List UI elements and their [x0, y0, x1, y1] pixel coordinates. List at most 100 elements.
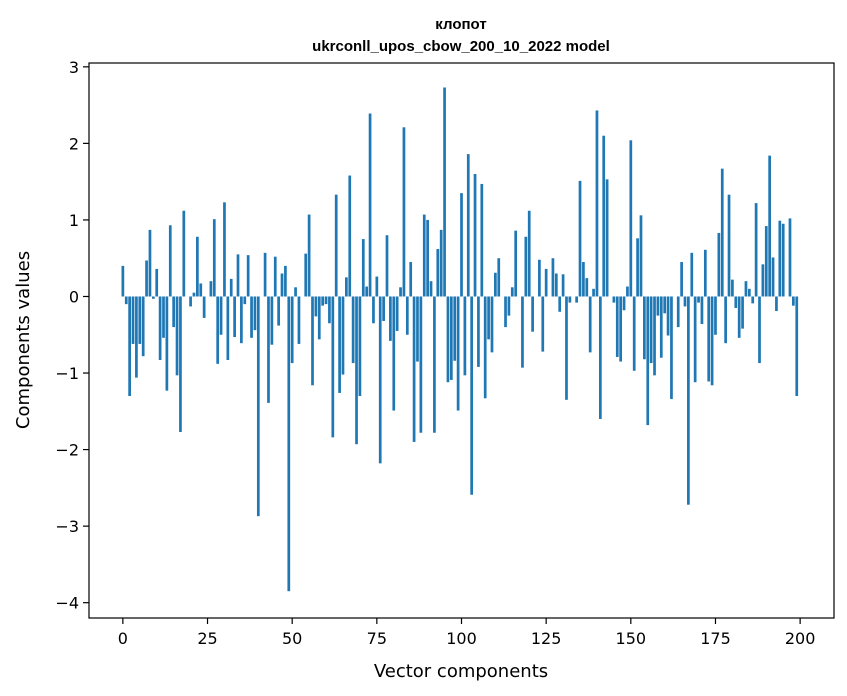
bar-44	[270, 296, 274, 345]
bar-87	[416, 296, 419, 362]
bar-22	[196, 236, 199, 297]
bar-189	[761, 264, 765, 297]
bar-72	[365, 286, 369, 297]
bar-167	[687, 296, 690, 505]
bar-74	[372, 296, 375, 324]
bar-66	[345, 277, 348, 297]
bar-38	[250, 296, 253, 338]
bar-148	[622, 296, 626, 311]
bar-32	[229, 278, 233, 297]
bar-180	[731, 279, 734, 297]
bar-33	[233, 296, 236, 338]
bar-96	[446, 296, 450, 383]
bar-171	[700, 296, 704, 325]
bar-190	[764, 226, 768, 297]
bar-54	[304, 253, 308, 297]
bar-56	[311, 296, 314, 386]
bar-182	[737, 296, 741, 338]
bar-79	[389, 296, 392, 341]
bar-91	[429, 281, 433, 297]
x-tick-label: 200	[785, 629, 816, 648]
bar-139	[592, 288, 595, 297]
bar-64	[338, 296, 341, 393]
bar-77	[382, 296, 385, 321]
bar-176	[717, 232, 721, 297]
bar-178	[724, 296, 727, 344]
bar-179	[727, 194, 731, 297]
bar-119	[524, 236, 528, 297]
bar-15	[172, 296, 176, 328]
bar-10	[155, 268, 159, 297]
bar-95	[443, 87, 446, 297]
bar-62	[331, 296, 335, 438]
bar-51	[294, 287, 297, 297]
bar-181	[734, 296, 738, 308]
bar-63	[334, 194, 338, 297]
bar-37	[246, 255, 250, 297]
x-tick-label: 75	[367, 629, 387, 648]
bar-127	[551, 258, 555, 297]
bar-191	[768, 155, 772, 297]
x-tick-label: 50	[282, 629, 302, 648]
bar-125	[544, 268, 548, 297]
x-tick-label: 125	[531, 629, 562, 648]
bar-5	[138, 296, 142, 344]
y-tick-label: 1	[69, 211, 79, 230]
bar-168	[690, 252, 694, 297]
bar-162	[670, 296, 673, 400]
bar-75	[375, 276, 379, 297]
bar-89	[422, 214, 426, 297]
bar-46	[277, 296, 280, 326]
bar-118	[521, 296, 524, 368]
bar-3	[131, 296, 135, 344]
bar-55	[307, 214, 311, 297]
bar-103	[470, 296, 474, 495]
bar-131	[565, 296, 568, 400]
bar-130	[561, 274, 565, 297]
bar-28	[216, 296, 220, 364]
bar-184	[744, 281, 748, 297]
bar-18	[182, 210, 186, 297]
bar-166	[683, 296, 687, 307]
bar-165	[680, 262, 683, 297]
y-tick-label: 0	[69, 287, 79, 306]
y-axis-label: Components values	[13, 251, 34, 429]
bar-7	[145, 260, 148, 297]
bar-97	[449, 296, 453, 380]
bar-23	[199, 283, 203, 297]
bar-192	[771, 257, 775, 297]
x-tick-label: 175	[700, 629, 731, 648]
bar-48	[284, 265, 287, 297]
bar-183	[741, 296, 744, 329]
bar-187	[754, 203, 758, 297]
bar-42	[263, 252, 267, 297]
bar-68	[351, 296, 355, 364]
bar-140	[595, 110, 599, 297]
bar-102	[466, 154, 470, 297]
bar-101	[463, 296, 467, 376]
bar-169	[693, 296, 697, 383]
bar-109	[490, 296, 494, 353]
bar-146	[615, 296, 619, 357]
bar-82	[399, 287, 402, 297]
bar-31	[226, 296, 230, 361]
bar-115	[510, 287, 514, 297]
bar-149	[626, 286, 629, 297]
bar-71	[361, 239, 365, 297]
bar-59	[321, 296, 325, 306]
chart-title: клопот	[435, 16, 486, 33]
bar-128	[554, 273, 558, 297]
x-axis-label: Vector components	[374, 661, 548, 682]
bar-111	[497, 258, 501, 297]
bar-186	[751, 296, 755, 304]
bar-136	[582, 262, 585, 297]
bar-193	[775, 296, 778, 312]
bar-2	[128, 296, 131, 396]
bar-129	[558, 296, 562, 312]
bar-1	[124, 296, 128, 305]
bar-8	[148, 229, 152, 297]
bar-161	[666, 296, 670, 336]
bar-60	[324, 296, 328, 305]
bar-158	[656, 296, 660, 316]
